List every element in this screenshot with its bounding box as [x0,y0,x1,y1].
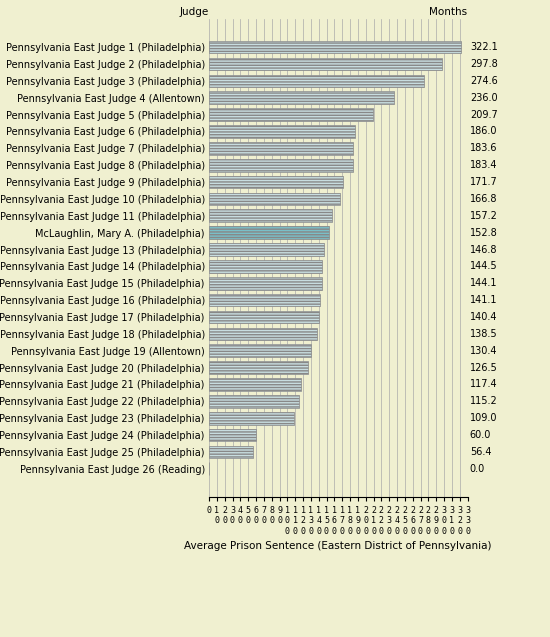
Bar [209,378,301,391]
Text: 144.1: 144.1 [470,278,497,289]
Text: 141.1: 141.1 [470,295,497,305]
Bar [209,92,394,104]
Bar [209,192,340,205]
X-axis label: Average Prison Sentence (Eastern District of Pennsylvania): Average Prison Sentence (Eastern Distric… [184,541,492,551]
Text: 115.2: 115.2 [470,396,498,406]
Text: 186.0: 186.0 [470,127,497,136]
Bar [209,345,311,357]
Bar [209,429,256,441]
Text: 138.5: 138.5 [470,329,498,339]
Bar [209,159,353,171]
Text: 56.4: 56.4 [470,447,491,457]
Bar [209,210,332,222]
Bar [209,243,324,256]
Text: Judge: Judge [180,7,209,17]
Bar [209,142,353,155]
Bar [209,311,319,324]
Bar [209,446,253,458]
Text: 171.7: 171.7 [470,177,498,187]
Bar [209,125,355,138]
Bar [209,277,322,290]
Text: 109.0: 109.0 [470,413,497,423]
Text: 236.0: 236.0 [470,93,498,103]
Bar [209,395,299,408]
Bar [209,361,308,374]
Text: 209.7: 209.7 [470,110,498,120]
Text: 117.4: 117.4 [470,380,498,389]
Bar [209,108,373,121]
Text: 152.8: 152.8 [470,227,498,238]
Text: 144.5: 144.5 [470,261,498,271]
Bar [209,327,317,340]
Bar [209,294,320,306]
Text: 322.1: 322.1 [470,42,498,52]
Text: 183.6: 183.6 [470,143,497,154]
Text: 0.0: 0.0 [470,464,485,474]
Text: 274.6: 274.6 [470,76,498,86]
Bar [209,75,424,87]
Text: 60.0: 60.0 [470,430,491,440]
Text: 146.8: 146.8 [470,245,497,255]
Text: 130.4: 130.4 [470,346,497,355]
Bar [209,260,322,273]
Bar [209,41,461,54]
Bar [209,176,344,189]
Bar [209,412,294,424]
Text: 166.8: 166.8 [470,194,497,204]
Text: 140.4: 140.4 [470,312,497,322]
Bar [209,58,442,70]
Text: 157.2: 157.2 [470,211,498,221]
Text: Months: Months [430,7,468,17]
Text: 297.8: 297.8 [470,59,498,69]
Bar [209,226,329,239]
Text: 126.5: 126.5 [470,362,498,373]
Text: 183.4: 183.4 [470,161,497,170]
